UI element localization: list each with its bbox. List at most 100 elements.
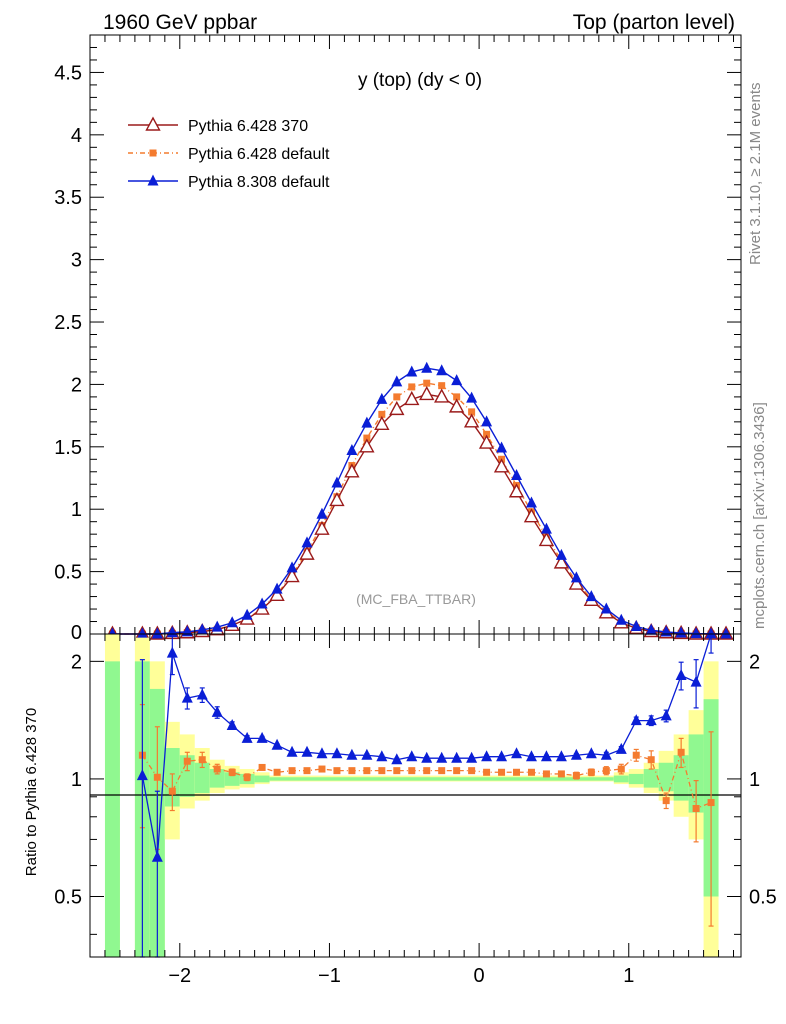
ratio-band-green: [209, 769, 225, 788]
ratio-data-point: [645, 714, 657, 726]
main-ytick-label: 4: [71, 125, 82, 147]
ratio-data-point: [256, 731, 268, 743]
main-data-point: [423, 379, 431, 387]
ratio-data-point: [288, 767, 296, 775]
main-data-point: [226, 616, 238, 628]
ratio-ylabel: Ratio to Pythia 6.428 370: [23, 708, 40, 876]
ratio-data-point: [513, 768, 521, 776]
main-title: y (top) (dy < 0): [358, 70, 482, 91]
ratio-data-point: [301, 745, 313, 757]
main-data-point: [538, 531, 555, 547]
ratio-ytick-label-right: 0.5: [749, 887, 777, 909]
main-data-point: [540, 522, 552, 534]
ratio-data-point: [542, 770, 550, 778]
main-data-point: [316, 507, 328, 519]
ratio-data-point: [406, 750, 418, 762]
main-data-point: [720, 627, 732, 639]
main-ytick-label: 3: [71, 250, 82, 272]
main-data-point: [690, 627, 702, 639]
main-data-point: [511, 469, 523, 481]
ratio-data-point: [511, 747, 523, 759]
ratio-frame: [89, 633, 742, 958]
main-ytick-label: 4.5: [54, 62, 82, 84]
ratio-data-point: [346, 748, 358, 760]
ratio-data-point: [602, 767, 610, 775]
ratio-data-point: [421, 751, 433, 763]
main-ytick-label: 2: [71, 374, 82, 396]
ratio-band-green: [194, 762, 210, 794]
main-data-point: [525, 496, 537, 508]
main-data-point: [406, 365, 418, 377]
main-data-point: [196, 623, 208, 635]
rivet-label: Rivet 3.1.10, ≥ 2.1M events: [747, 83, 764, 266]
ratio-data-point: [393, 767, 401, 775]
ratio-data-point: [363, 767, 371, 775]
main-data-point: [404, 390, 420, 406]
ratio-data-point: [662, 797, 670, 805]
ratio-xtick-label: −1: [318, 965, 341, 987]
main-data-point: [299, 545, 315, 560]
ratio-ytick-label-right: 1: [749, 769, 760, 791]
ratio-data-point: [451, 751, 463, 763]
ratio-data-point: [348, 767, 356, 775]
ratio-data-point: [166, 646, 178, 658]
ratio-data-point: [136, 769, 148, 781]
main-data-point: [630, 620, 642, 632]
ratio-data-point: [692, 805, 700, 813]
ratio-data-point: [271, 738, 283, 750]
ratio-data-point: [151, 850, 163, 862]
ratio-data-point: [378, 767, 386, 775]
ratio-data-point: [331, 747, 343, 759]
main-data-point: [271, 582, 283, 594]
main-data-point: [359, 438, 375, 453]
main-data-point: [301, 536, 313, 548]
main-data-point: [393, 393, 401, 401]
main-data-point: [615, 613, 627, 625]
main-ytick-label: 3.5: [54, 187, 82, 209]
ratio-data-point: [587, 768, 595, 776]
ratio-data-point: [168, 787, 176, 795]
ratio-ytick-label: 0.5: [54, 887, 82, 909]
ratio-data-point: [525, 750, 537, 762]
ratio-data-point: [632, 751, 640, 759]
main-data-point: [391, 375, 403, 387]
legend-marker: [147, 174, 159, 186]
ratio-data-point: [333, 767, 341, 775]
ratio-data-point: [196, 688, 208, 700]
main-data-point: [331, 476, 343, 488]
ratio-data-point: [243, 773, 251, 781]
ratio-data-point: [318, 765, 326, 773]
ratio-data-point: [376, 750, 388, 762]
ratio-data-point: [316, 747, 328, 759]
main-data-point: [284, 568, 300, 583]
watermark: (MC_FBA_TTBAR): [356, 591, 476, 607]
main-data-point: [241, 608, 253, 620]
ratio-marks: [136, 633, 715, 958]
main-data-point: [600, 602, 612, 614]
main-data-point: [555, 548, 567, 560]
ratio-ytick-label-right: 2: [749, 651, 760, 673]
ratio-data-point: [498, 768, 506, 776]
ratio-data-point: [436, 751, 448, 763]
ratio-data-point: [483, 768, 491, 776]
main-data-point: [286, 561, 298, 573]
header-left: 1960 GeV ppbar: [103, 11, 257, 34]
main-data-point: [508, 483, 525, 498]
main-data-point: [438, 382, 446, 390]
ratio-band-green: [254, 775, 270, 783]
main-data-point: [329, 492, 345, 507]
main-data-point: [421, 361, 433, 373]
main-data-point: [493, 458, 510, 473]
ratio-data-point: [286, 745, 298, 757]
ratio-ytick-label: 1: [71, 769, 82, 791]
main-data-point: [211, 620, 223, 632]
ratio-band-green: [269, 777, 614, 781]
ratio-band-green: [643, 769, 659, 788]
ratio-data-point: [361, 748, 373, 760]
ratio-data-point: [226, 719, 238, 731]
main-data-point: [553, 554, 570, 569]
ratio-xtick-label: 0: [474, 965, 485, 987]
ratio-band-green: [613, 775, 629, 783]
ratio-data-point: [496, 750, 508, 762]
